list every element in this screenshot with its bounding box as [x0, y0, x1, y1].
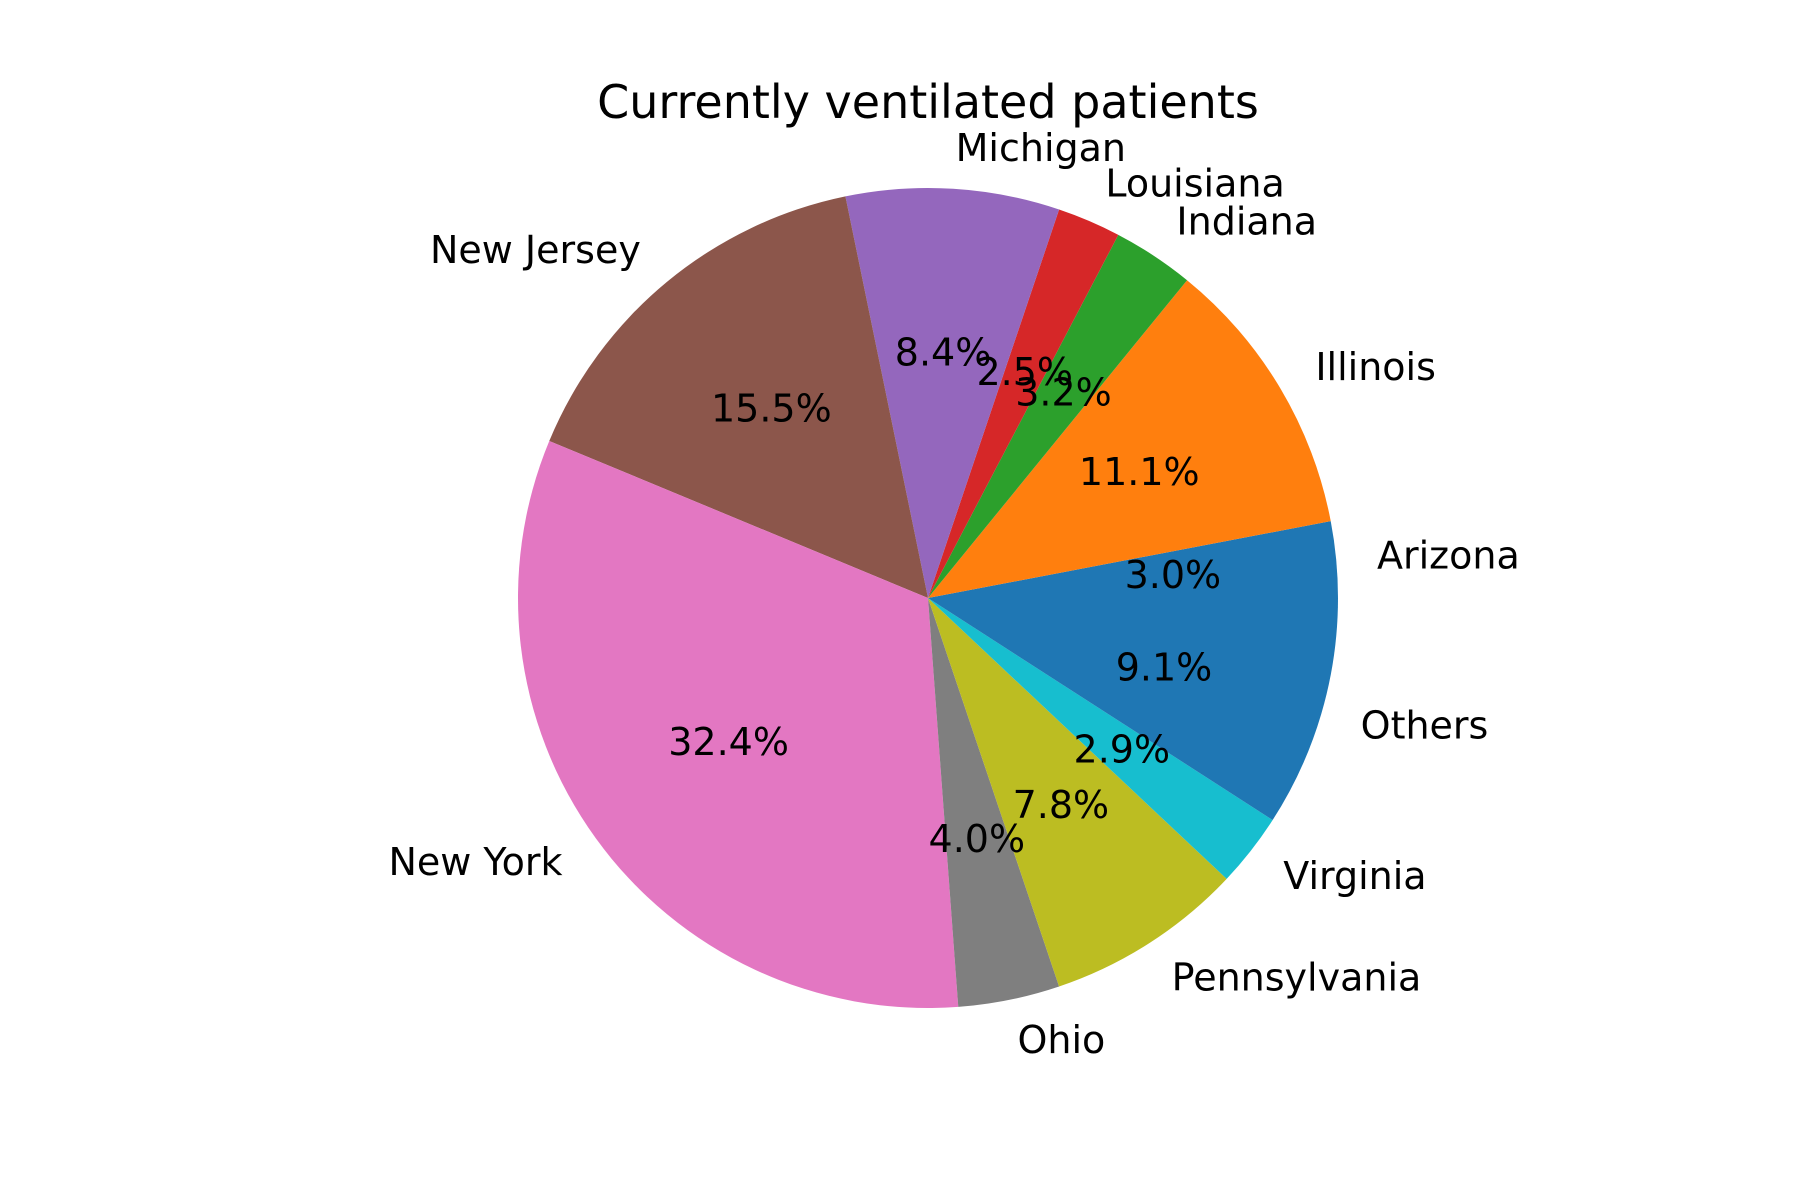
- slice-label-ohio: Ohio: [1017, 1018, 1105, 1062]
- slice-label-illinois: Illinois: [1315, 345, 1436, 389]
- slice-label-virginia: Virginia: [1283, 854, 1426, 898]
- slice-label-others: Others: [1361, 703, 1489, 747]
- percent-label-illinois: 11.1%: [1079, 450, 1200, 494]
- percent-label-new-york: 32.4%: [668, 720, 789, 764]
- pie-slice-others: [928, 598, 1338, 821]
- pie-slice-arizona: [928, 521, 1338, 598]
- percent-label-new-jersey: 15.5%: [711, 386, 832, 430]
- percent-label-louisiana: 2.5%: [976, 350, 1073, 394]
- slice-label-indiana: Indiana: [1176, 200, 1317, 244]
- percent-label-indiana: 3.2%: [1015, 371, 1112, 415]
- slice-label-new-jersey: New Jersey: [430, 228, 641, 272]
- pie-slice-indiana: [928, 234, 1188, 598]
- pie-slice-michigan: [845, 188, 1060, 599]
- pie-slice-louisiana: [928, 209, 1119, 598]
- slice-label-louisiana: Louisiana: [1105, 161, 1284, 205]
- pie-slice-pennsylvania: [928, 598, 1227, 987]
- percent-labels: 3.0% 11.1% 3.2%2.5%8.4% 15.5% 32.4% 4.0%7.8% 2…: [668, 330, 1221, 861]
- pie-slice-new-york: [518, 440, 959, 1008]
- percent-label-pennsylvania: 7.8%: [1013, 783, 1110, 827]
- percent-label-others: 9.1%: [1116, 645, 1213, 689]
- pie-slice-ohio: [928, 598, 1060, 1007]
- percent-label-virginia: 2.9%: [1074, 728, 1171, 772]
- pie-slice-illinois: [928, 280, 1331, 598]
- pie-slice-new-jersey: [549, 196, 928, 599]
- percent-label-michigan: 8.4%: [895, 330, 992, 374]
- pie-slice-virginia: [928, 598, 1273, 879]
- chart-title: Currently ventilated patients: [597, 75, 1259, 129]
- slice-label-arizona: Arizona: [1377, 534, 1520, 578]
- slice-label-new-york: New York: [388, 840, 562, 884]
- percent-label-ohio: 4.0%: [929, 817, 1026, 861]
- percent-label-arizona: 3.0%: [1125, 553, 1222, 597]
- pie-slices: [518, 188, 1338, 1008]
- slice-label-pennsylvania: Pennsylvania: [1172, 956, 1422, 1000]
- slice-label-michigan: Michigan: [956, 126, 1126, 170]
